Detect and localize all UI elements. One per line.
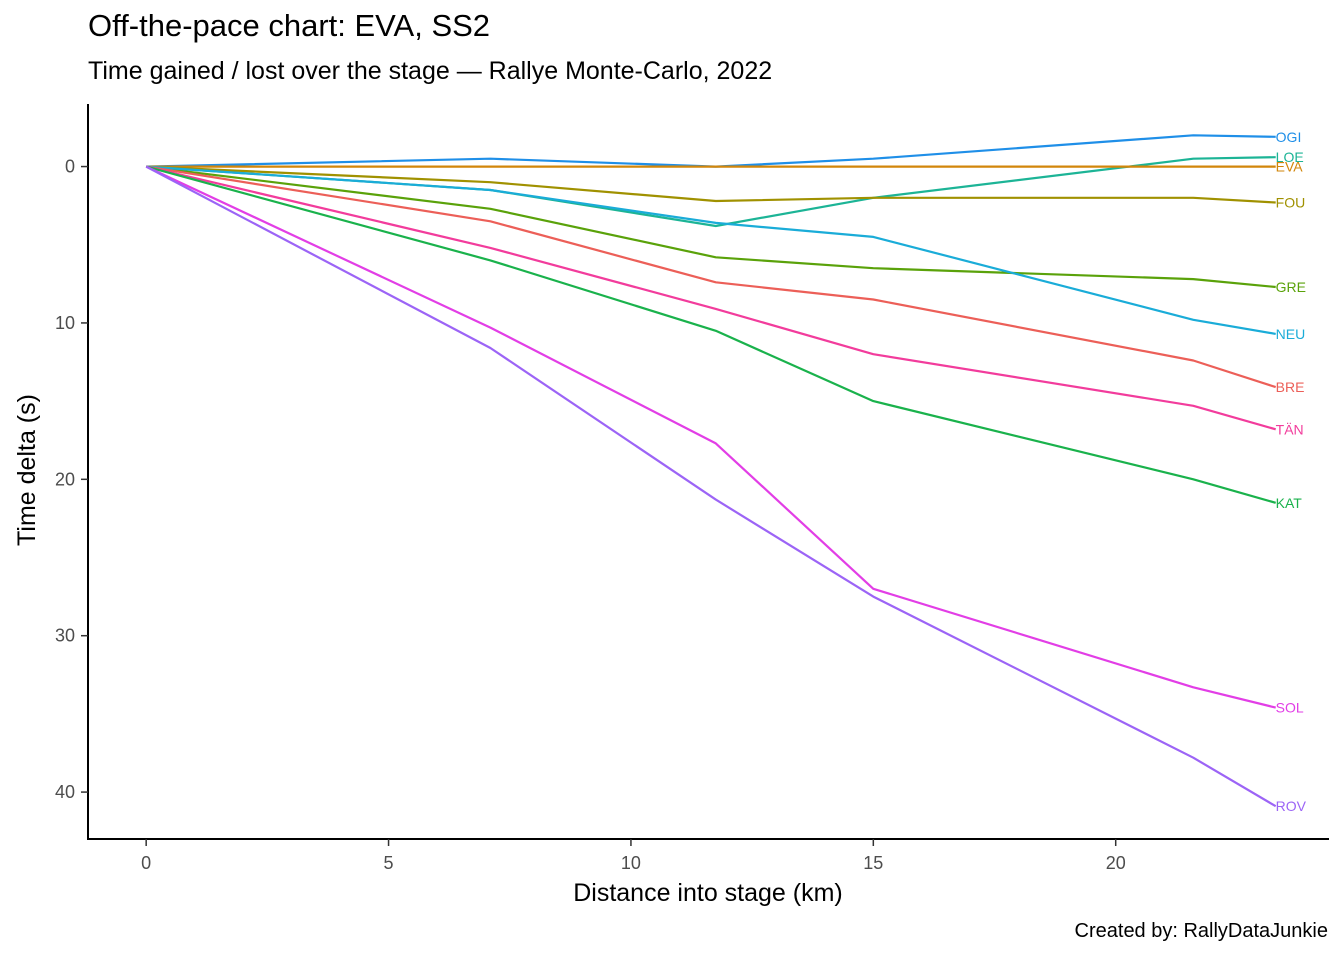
chart-caption: Created by: RallyDataJunkie: [1074, 920, 1328, 942]
chart-subtitle: Time gained / lost over the stage — Rall…: [88, 57, 773, 85]
y-axis-ticks: 0 10 20 30 40: [55, 157, 88, 802]
x-axis-ticks: 0 5 10 15 20: [141, 839, 1126, 873]
series-end-label: LOE: [1276, 149, 1304, 165]
y-tick-label: 30: [55, 626, 75, 646]
series-end-label: EVA: [1276, 159, 1304, 175]
series-line-kat: [145, 165, 1277, 504]
series-end-label: ROV: [1276, 798, 1307, 814]
x-tick-label: 10: [621, 853, 641, 873]
series-line-ogi: [146, 134, 1276, 168]
series-line-bre: [146, 165, 1277, 389]
series-end-label: FOU: [1276, 195, 1306, 211]
y-tick-label: 10: [55, 313, 75, 333]
series-end-label: OGI: [1276, 129, 1302, 145]
series-end-label: BRE: [1276, 379, 1305, 395]
y-tick-label: 20: [55, 469, 75, 489]
series-line-rov: [145, 165, 1277, 808]
series-layer: [145, 134, 1277, 808]
series-line-fou: [146, 165, 1276, 204]
x-tick-label: 0: [141, 853, 151, 873]
series-end-label: KAT: [1276, 495, 1303, 511]
series-end-label: SOL: [1276, 700, 1304, 716]
series-end-label: TÄN: [1276, 421, 1304, 437]
y-tick-label: 40: [55, 782, 75, 802]
series-line-neu: [146, 165, 1276, 335]
x-tick-label: 20: [1106, 853, 1126, 873]
series-end-label: GRE: [1276, 279, 1306, 295]
series-line-tän: [145, 165, 1277, 431]
x-tick-label: 5: [384, 853, 394, 873]
x-axis-title: Distance into stage (km): [573, 879, 843, 907]
series-line-sol: [145, 165, 1276, 709]
y-axis-title: Time delta (s): [13, 394, 41, 546]
series-end-label: NEU: [1276, 326, 1306, 342]
chart-title: Off-the-pace chart: EVA, SS2: [88, 8, 491, 43]
y-tick-label: 0: [65, 157, 75, 177]
x-tick-label: 15: [863, 853, 883, 873]
series-line-gre: [146, 165, 1276, 289]
